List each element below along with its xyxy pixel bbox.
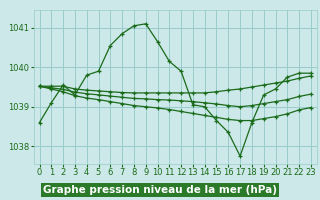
Text: Graphe pression niveau de la mer (hPa): Graphe pression niveau de la mer (hPa)	[43, 185, 277, 195]
